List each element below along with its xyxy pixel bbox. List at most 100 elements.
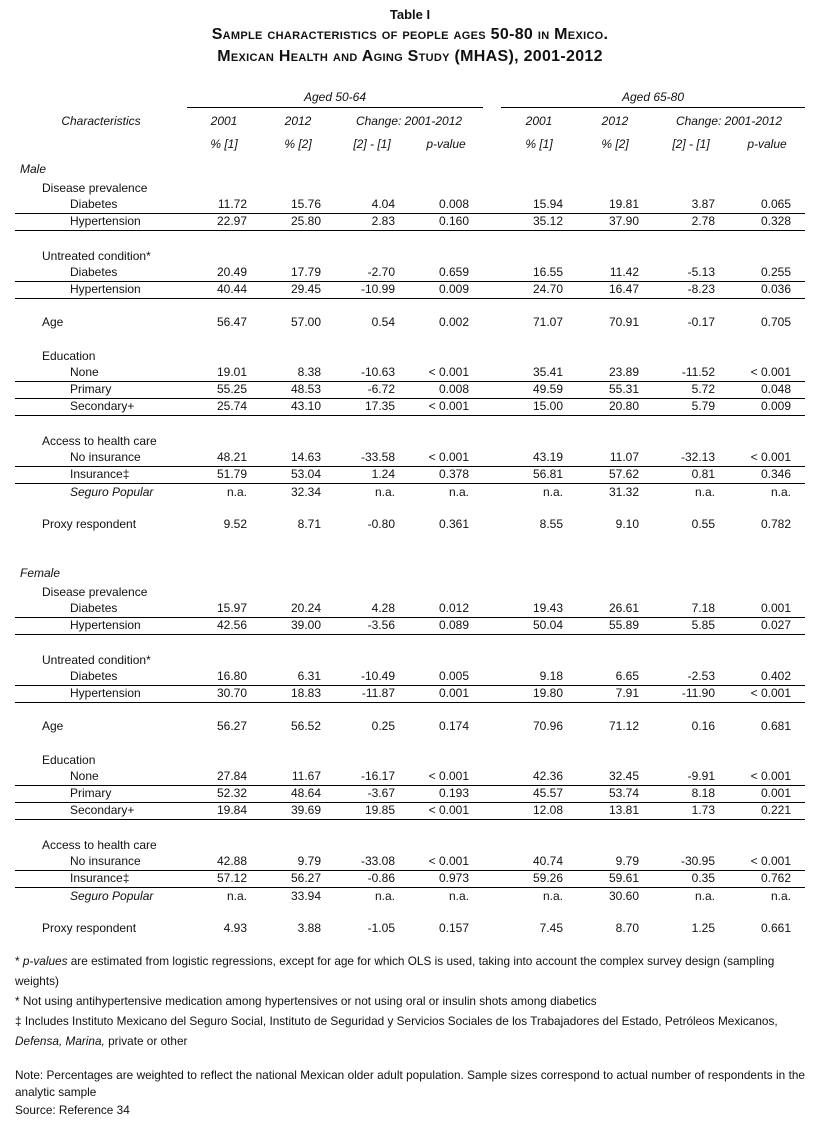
- spacer-row: [15, 703, 805, 718]
- value-cell: 0.174: [438, 719, 469, 733]
- table-row-no-insurance: No insurance 48.21 14.63 -33.58 < 0.001 43.19…: [15, 450, 805, 467]
- table-body: Male Disease prevalence Diabetes 11.72 15.76…: [15, 156, 805, 937]
- value-cell: 6.65: [615, 669, 639, 683]
- value-cell: 0.55: [691, 517, 715, 531]
- value-cell: -11.87: [361, 686, 395, 700]
- header-diff-g1: [2] - [1]: [353, 137, 391, 151]
- value-cell: n.a.: [770, 485, 791, 499]
- header-group-aged-50-64: Aged 50-64: [187, 90, 483, 108]
- value-cell: 20.24: [290, 601, 321, 615]
- header-diff-g2: [2] - [1]: [672, 137, 710, 151]
- table-row-primary: Primary 55.25 48.53 -6.72 0.008 49.59 55.31 5.7…: [15, 382, 805, 399]
- row-label: Disease prevalence: [42, 585, 148, 599]
- header-pct1-g1: % [1]: [210, 137, 238, 151]
- value-cell: n.a.: [374, 889, 395, 903]
- header-pct2-g1: % [2]: [284, 137, 312, 151]
- value-cell: 55.31: [608, 382, 639, 396]
- row-label: Seguro Popular: [70, 485, 154, 499]
- value-cell: 25.80: [290, 214, 321, 228]
- table-header: Aged 50-64 Aged 65-80 Characteristics 20…: [15, 90, 805, 154]
- header-pct1-g2: % [1]: [525, 137, 553, 151]
- table-row-age: Age 56.27 56.52 0.25 0.174 70.96 71.12 0.16 0.68…: [15, 718, 805, 735]
- value-cell: < 0.001: [428, 399, 469, 413]
- value-cell: -3.67: [367, 786, 395, 800]
- table-row-proxy-respondent: Proxy respondent 4.93 3.88 -1.05 0.157 7.45 8.…: [15, 920, 805, 937]
- footnote-insurance-text1: Includes Instituto Mexicano del Seguro S…: [24, 1014, 778, 1028]
- table-row-secondary: Secondary+ 25.74 43.10 17.35 < 0.001 15.00 20.…: [15, 399, 805, 416]
- table-row-diabetes: Diabetes 16.80 6.31 -10.49 0.005 9.18 6.65 -2.5…: [15, 669, 805, 686]
- spacer-row: [15, 905, 805, 920]
- row-label: Hypertension: [70, 618, 141, 632]
- footnote-insurance-italic: Defensa, Marina,: [15, 1034, 105, 1048]
- value-cell: 20.49: [216, 265, 247, 279]
- table-row-education: Education: [15, 346, 805, 365]
- row-label: No insurance: [70, 854, 141, 868]
- value-cell: 45.57: [532, 786, 563, 800]
- table-row-disease-prevalence: Disease prevalence: [15, 178, 805, 197]
- value-cell: 40.74: [532, 854, 563, 868]
- value-cell: 11.07: [609, 450, 639, 464]
- table-row-untreated-condition: Untreated condition*: [15, 650, 805, 669]
- row-label: None: [70, 769, 99, 783]
- value-cell: -16.17: [360, 769, 395, 783]
- value-cell: 0.008: [438, 197, 469, 211]
- value-cell: 8.55: [539, 517, 563, 531]
- value-cell: 8.70: [615, 921, 639, 935]
- value-cell: 18.83: [290, 686, 321, 700]
- row-label: Proxy respondent: [42, 921, 137, 935]
- value-cell: 0.048: [760, 382, 791, 396]
- table-row-insurance: Insurance‡ 51.79 53.04 1.24 0.378 56.81 57.62 0…: [15, 467, 805, 484]
- value-cell: < 0.001: [750, 769, 791, 783]
- value-cell: 19.84: [216, 803, 247, 817]
- value-cell: 0.001: [760, 786, 791, 800]
- value-cell: 39.00: [290, 618, 321, 632]
- value-cell: 12.08: [532, 803, 563, 817]
- value-cell: 17.79: [290, 265, 321, 279]
- value-cell: 8.18: [691, 786, 715, 800]
- table-row-diabetes: Diabetes 11.72 15.76 4.04 0.008 15.94 19.81 3.8…: [15, 197, 805, 214]
- value-cell: 1.73: [691, 803, 715, 817]
- value-cell: -10.63: [360, 365, 395, 379]
- value-cell: 16.55: [532, 265, 563, 279]
- value-cell: n.a.: [542, 485, 563, 499]
- value-cell: 11.42: [609, 265, 639, 279]
- spacer-row: [15, 735, 805, 750]
- value-cell: < 0.001: [428, 450, 469, 464]
- value-cell: 22.97: [216, 214, 247, 228]
- spacer-row: [15, 501, 805, 516]
- row-label: Diabetes: [70, 197, 118, 211]
- value-cell: 0.001: [760, 601, 791, 615]
- spacer-row: [15, 231, 805, 246]
- value-cell: n.a.: [694, 485, 715, 499]
- value-cell: -10.49: [360, 669, 395, 683]
- value-cell: 13.81: [608, 803, 639, 817]
- header-2001-g2: 2001: [525, 114, 553, 128]
- value-cell: 9.10: [615, 517, 639, 531]
- value-cell: 0.762: [760, 871, 791, 885]
- footnote-pvalues: * p-values are estimated from logistic r…: [15, 951, 805, 991]
- value-cell: n.a.: [226, 889, 247, 903]
- header-group-aged-65-80: Aged 65-80: [501, 90, 805, 108]
- value-cell: 3.87: [691, 197, 715, 211]
- value-cell: 19.43: [532, 601, 563, 615]
- value-cell: -33.58: [360, 450, 395, 464]
- value-cell: 24.70: [532, 282, 563, 296]
- row-label: None: [70, 365, 99, 379]
- note-text: Note: Percentages are weighted to reflec…: [15, 1068, 805, 1099]
- spacer-row: [15, 820, 805, 835]
- value-cell: 70.96: [532, 719, 563, 733]
- value-cell: 15.76: [290, 197, 321, 211]
- source-text: Source: Reference 34: [15, 1103, 130, 1117]
- table-row-seguro-popular: Seguro Popular n.a. 32.34 n.a. n.a. n.a. 31.32…: [15, 484, 805, 501]
- value-cell: 0.782: [760, 517, 791, 531]
- value-cell: 1.25: [691, 921, 715, 935]
- value-cell: 0.681: [760, 719, 791, 733]
- row-label: Male: [20, 162, 47, 176]
- value-cell: 0.027: [760, 618, 791, 632]
- row-label: Primary: [70, 382, 112, 396]
- value-cell: 30.60: [608, 889, 639, 903]
- table-row-untreated-condition: Untreated condition*: [15, 246, 805, 265]
- value-cell: 48.53: [290, 382, 321, 396]
- value-cell: 48.21: [216, 450, 247, 464]
- table-row-diabetes: Diabetes 20.49 17.79 -2.70 0.659 16.55 11.42 -5…: [15, 265, 805, 282]
